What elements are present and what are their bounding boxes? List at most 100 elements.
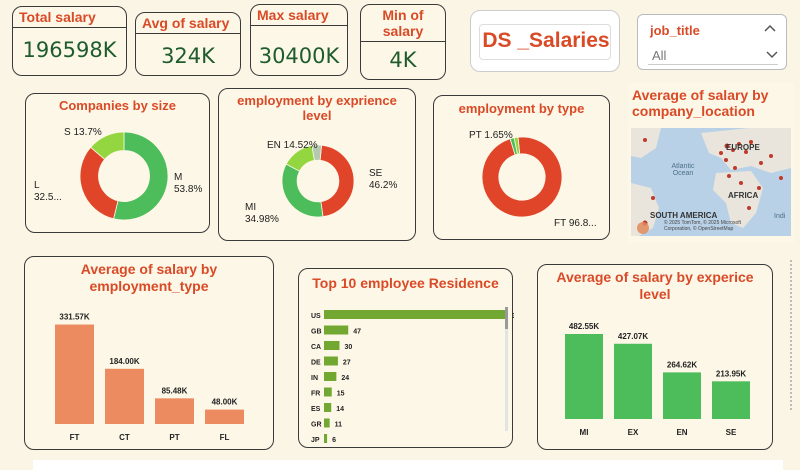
- category-label: FT: [70, 433, 80, 442]
- slice-label-en: EN 14.52%: [267, 140, 318, 151]
- kpi-label: Avg of salary: [136, 13, 240, 34]
- bar-fr[interactable]: [324, 387, 332, 397]
- companies-by-size-donut[interactable]: [79, 131, 169, 221]
- map-label-indian: Indi: [774, 213, 786, 220]
- experience-level-donut[interactable]: [281, 144, 355, 218]
- bar-value-label: 264.62K: [667, 360, 697, 369]
- donut-slice-mi[interactable]: [281, 163, 324, 218]
- donut-slice-m[interactable]: [113, 131, 169, 221]
- bar-value-label: 24: [341, 375, 349, 382]
- category-label: SE: [726, 428, 737, 437]
- donut-slice-l[interactable]: [79, 146, 119, 220]
- category-label: EX: [628, 428, 639, 437]
- bar-fl[interactable]: [205, 409, 244, 424]
- bar-mi[interactable]: [565, 334, 603, 419]
- category-label: PT: [169, 433, 179, 442]
- employment-type-donut[interactable]: [481, 136, 563, 218]
- category-label: MI: [580, 428, 589, 437]
- dashboard-title: DS _Salaries: [482, 29, 610, 52]
- top-residence-card: Top 10 employee Residence US 355 GB 47 CA 30 D…: [298, 268, 514, 448]
- employment-by-type-card: employment by type PT 1.65% FT 96.8...: [433, 95, 610, 240]
- avg-salary-by-experience-chart[interactable]: 482.55K MI 427.07K EX 264.62K EN 213.95K SE: [538, 305, 774, 451]
- bar-ct[interactable]: [105, 368, 144, 424]
- job-title-slicer[interactable]: job_title All: [637, 14, 787, 70]
- slicer-dropdown[interactable]: All: [648, 45, 778, 65]
- salary-by-location-map-card: Average of salary by company_location At…: [628, 83, 794, 243]
- category-label: CT: [119, 433, 130, 442]
- map-label-atlantic: Atlantic Ocean: [671, 163, 695, 177]
- bar-ca[interactable]: [324, 341, 340, 350]
- bar-value-label: 6: [332, 437, 336, 443]
- bar-jp[interactable]: [324, 434, 328, 443]
- chart-title: Companies by size: [58, 98, 177, 113]
- avg-salary-by-type-chart[interactable]: 331.57K FT 184.00K CT 85.48K PT 48.00K FL: [25, 299, 275, 449]
- chart-scrollbar-thumb[interactable]: [505, 307, 508, 329]
- bar-value-label: 331.57K: [59, 313, 89, 322]
- slice-label-mi: MI 34.98%: [245, 202, 279, 225]
- top-residence-chart[interactable]: US 355 GB 47 CA 30 DE 27 IN 24 FR 15 ES 14 GR 11 JP 6: [299, 301, 514, 443]
- category-label: FR: [311, 391, 320, 398]
- page-scrollbar[interactable]: [790, 260, 794, 410]
- donut-slice-ex[interactable]: [311, 144, 323, 161]
- bar-value-label: 15: [337, 391, 345, 398]
- bar-en[interactable]: [663, 372, 701, 419]
- kpi-value: 324K: [161, 44, 215, 68]
- category-label: ES: [311, 406, 321, 413]
- bar-in[interactable]: [324, 372, 337, 381]
- slice-label-ft: FT 96.8...: [554, 218, 597, 229]
- kpi-label: Min of salary: [361, 5, 445, 42]
- avg-salary-by-experience-card: Average of salary by experice level 482.…: [537, 264, 773, 450]
- world-map[interactable]: [631, 128, 791, 236]
- chart-title: employment by exprience level: [237, 93, 397, 123]
- kpi-label: Max salary: [251, 5, 347, 26]
- kpi-max-salary: Max salary 30400K: [250, 4, 348, 76]
- bar-value-label: 213.95K: [716, 369, 746, 378]
- bar-gr[interactable]: [324, 418, 330, 428]
- slicer-label: job_title: [650, 23, 700, 38]
- map-label-africa: AFRICA: [728, 191, 759, 200]
- chevron-up-icon[interactable]: [764, 24, 776, 32]
- map-label-europe: EUROPE: [726, 143, 760, 152]
- employment-by-experience-card: employment by exprience level EN 14.52% …: [218, 88, 416, 241]
- chart-title: Average of salary by experice level: [556, 269, 754, 302]
- slicer-selected-value: All: [652, 48, 667, 63]
- bar-gb[interactable]: [324, 325, 349, 335]
- bar-value-label: 184.00K: [109, 357, 139, 366]
- bar-se[interactable]: [712, 381, 750, 419]
- slice-label-m: M 53.8%: [174, 172, 203, 195]
- bar-value-label: 30: [344, 344, 352, 351]
- donut-slice-other[interactable]: [513, 136, 521, 155]
- bar-value-label: 482.55K: [569, 322, 599, 331]
- category-label: GR: [311, 422, 322, 429]
- category-label: FL: [220, 433, 230, 442]
- slice-label-s: S 13.7%: [64, 127, 102, 138]
- chart-title: employment by type: [458, 101, 585, 116]
- donut-slice-se[interactable]: [319, 144, 355, 218]
- kpi-value: 30400K: [258, 44, 340, 68]
- bar-us[interactable]: [324, 310, 507, 319]
- bar-ft[interactable]: [55, 324, 94, 424]
- category-label: CA: [311, 344, 321, 351]
- donut-slice-ft[interactable]: [481, 136, 563, 218]
- bar-value-label: 427.07K: [618, 332, 648, 341]
- bar-value-label: 14: [336, 406, 344, 413]
- chevron-down-icon: [766, 51, 778, 59]
- bar-pt[interactable]: [155, 398, 194, 424]
- bar-value-label: 85.48K: [162, 386, 188, 395]
- slice-label-pt: PT 1.65%: [469, 130, 513, 141]
- bar-es[interactable]: [324, 403, 332, 412]
- bar-value-label: 47: [353, 329, 361, 336]
- bar-value-label: 11: [335, 422, 343, 429]
- map-label-south-america: SOUTH AMERICA: [650, 211, 718, 220]
- bar-ex[interactable]: [614, 343, 652, 419]
- slice-label-se: SE 46.2%: [369, 168, 398, 191]
- donut-slice-s[interactable]: [90, 131, 125, 160]
- category-label: EN: [676, 428, 687, 437]
- companies-by-size-card: Companies by size S 13.7% M 53.8% L 32.5…: [25, 93, 210, 233]
- chart-scrollbar-track[interactable]: [505, 307, 508, 431]
- bar-de[interactable]: [324, 356, 338, 366]
- bottom-strip: [33, 460, 783, 470]
- category-label: JP: [311, 437, 320, 443]
- avg-salary-by-type-card: Average of salary by employment_type 331…: [24, 256, 274, 450]
- category-label: IN: [311, 375, 318, 382]
